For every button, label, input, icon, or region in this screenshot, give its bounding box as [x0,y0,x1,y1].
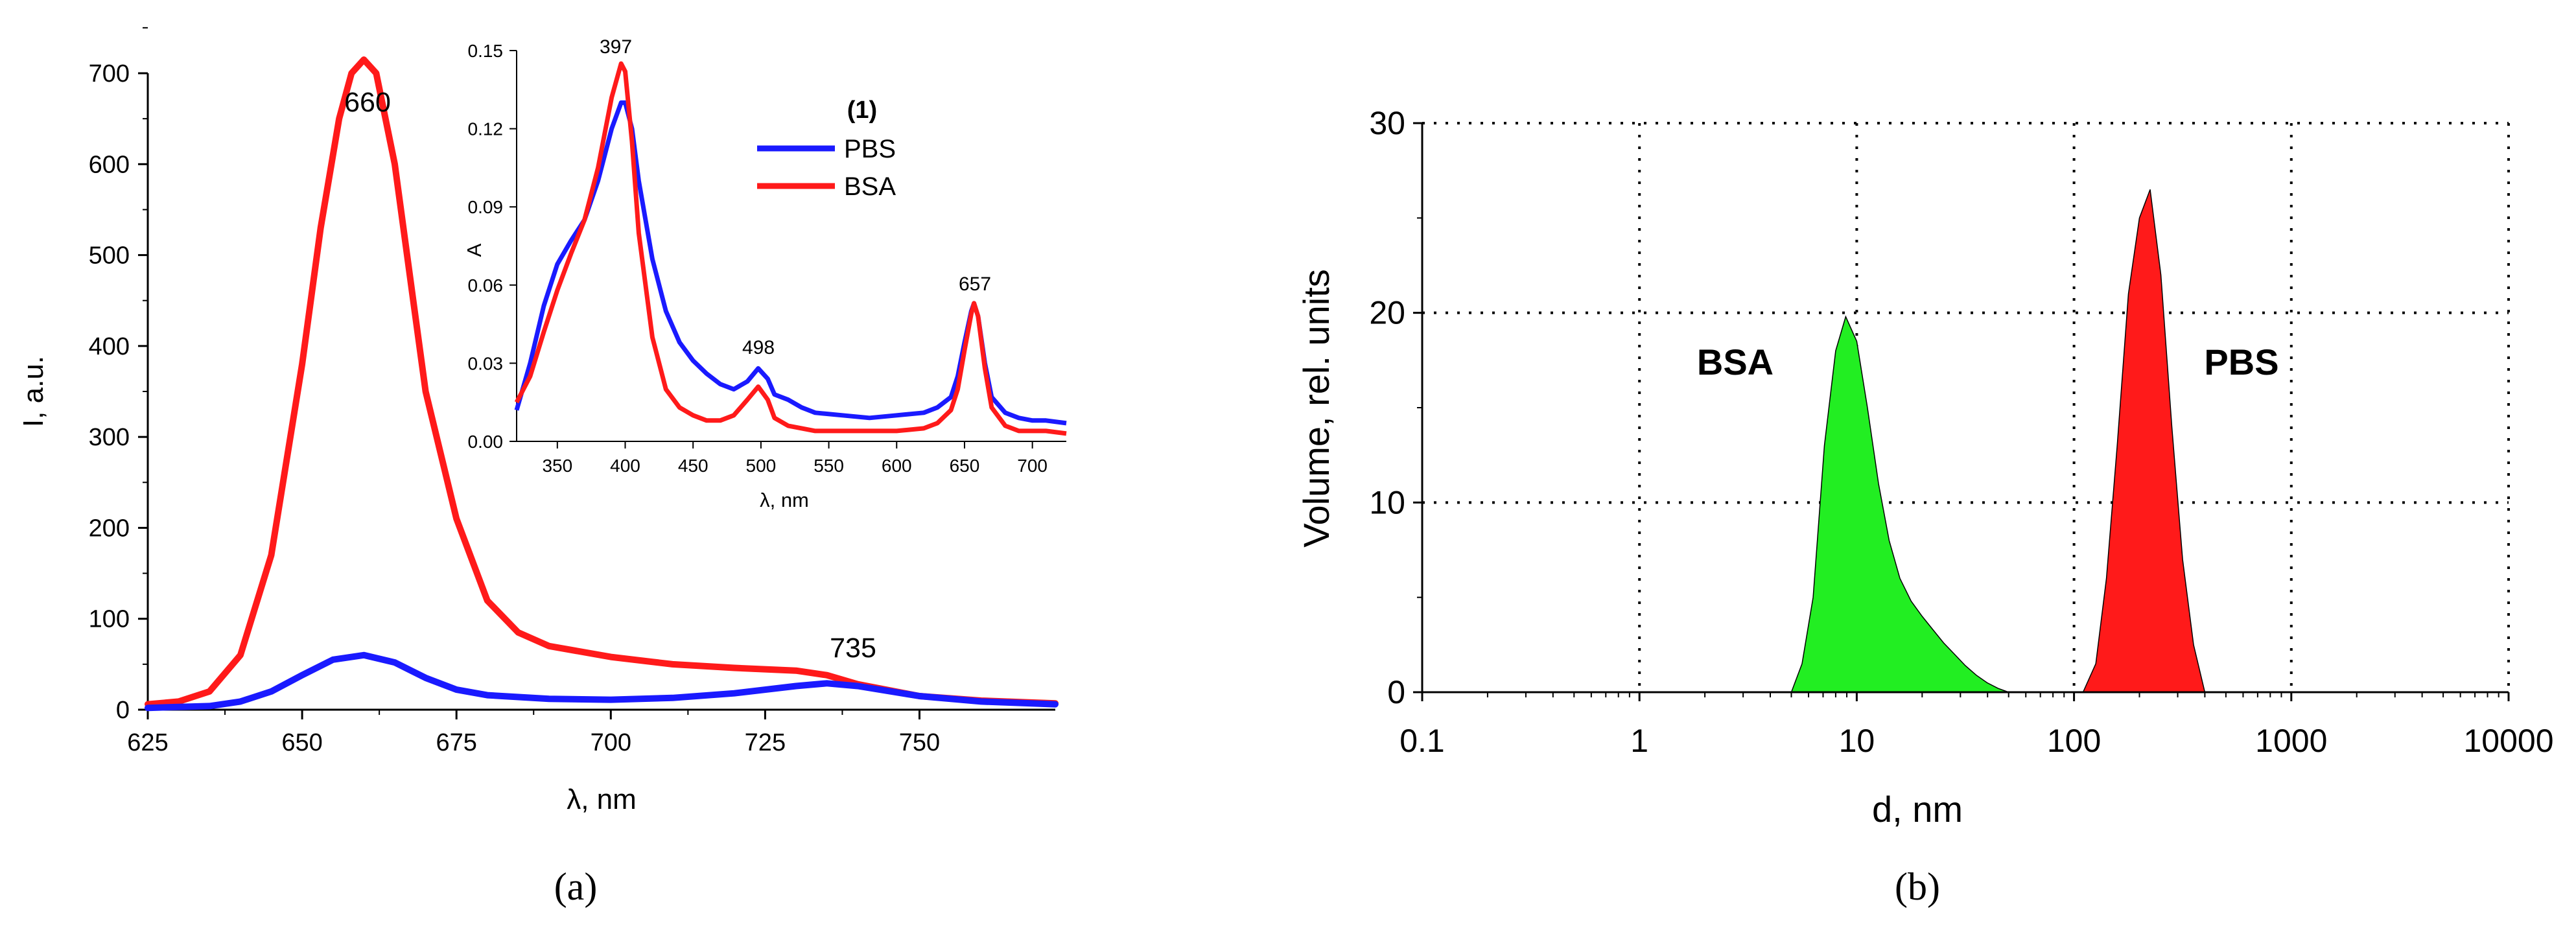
chart-b-annotation-pbs: PBS [2204,342,2278,382]
chart-a-main: 625 650 675 700 725 750 0 100 200 300 400 500 600 70… [18,27,1059,815]
y-tick-label: 300 [89,424,130,451]
inset-x-tick-label: 600 [882,456,912,476]
caption-b: (b) [1895,865,1940,908]
y-tick-label: 400 [89,333,130,360]
chart-b-annotation-bsa: BSA [1697,342,1774,382]
chart-b-x-label: d, nm [1872,789,1963,830]
x-tick-label: 750 [899,729,940,756]
chart-a-inset-annotation-498: 498 [742,337,775,358]
chart-a-inset-x-ticks: 350 400 450 500 550 600 650 700 [542,441,1048,476]
y-tick-label: 600 [89,151,130,178]
y-tick-label: 200 [89,515,130,542]
x-tick-label: 650 [281,729,322,756]
chart-a-inset-series [514,61,1067,436]
chart-a-inset-y-label: A [463,243,486,257]
x-tick-label: 1000 [2255,723,2327,759]
x-tick-label: 700 [591,729,631,756]
chart-a-inset-y-ticks: 0.00 0.03 0.06 0.09 0.12 0.15 [468,41,517,452]
chart-b-series [1790,189,2206,693]
y-tick-label: 20 [1369,295,1405,331]
x-tick-label: 10 [1839,723,1875,759]
chart-a-inset-annotation-397: 397 [600,36,632,58]
inset-series-line-bsa [514,61,1067,436]
chart-a-annotation-660: 660 [344,87,391,118]
inset-y-tick-label: 0.06 [468,275,504,296]
y-tick-label: 0 [1387,674,1405,710]
y-tick-label: 0 [116,697,130,724]
chart-a-x-ticks: 625 650 675 700 725 750 [127,710,940,756]
chart-a-series [145,56,1059,712]
inset-x-tick-label: 450 [678,456,708,476]
series-line-pbs [145,651,1059,712]
chart-a-annotation-735: 735 [830,633,876,664]
inset-y-tick-label: 0.15 [468,41,504,61]
chart-b-x-ticks: 0.1 1 10 100 1000 10000 [1399,692,2554,759]
inset-x-tick-label: 500 [746,456,777,476]
series-area-pbs [2082,189,2206,693]
x-tick-label: 10000 [2463,723,2553,759]
y-tick-label: 30 [1369,105,1405,141]
legend-title: (1) [847,97,877,124]
inset-y-tick-label: 0.09 [468,197,504,217]
chart-b: 0.1 1 10 100 1000 10000 0 10 20 30 BSA PBS d, nm… [1296,105,2554,830]
inset-x-tick-label: 650 [950,456,980,476]
chart-a-inset-legend: (1) PBS BSA [757,97,896,201]
inset-y-tick-label: 0.03 [468,353,504,373]
chart-a-inset-x-label: λ, nm [760,489,809,511]
x-tick-label: 625 [127,729,168,756]
x-tick-label: 675 [436,729,476,756]
chart-a-y-ticks: 0 100 200 300 400 500 600 700 [89,27,148,724]
x-tick-label: 1 [1630,723,1648,759]
chart-a-y-label: I, a.u. [18,356,49,427]
caption-a: (a) [554,865,598,908]
inset-x-tick-label: 400 [610,456,640,476]
x-tick-label: 100 [2047,723,2101,759]
chart-b-grid [1422,122,2510,692]
series-area-bsa [1790,315,2009,693]
series-line-bsa [145,56,1059,708]
inset-y-tick-label: 0.00 [468,432,504,452]
chart-a-x-label: λ, nm [567,784,637,815]
x-tick-label: 0.1 [1399,723,1445,759]
chart-a-inset-annotation-657: 657 [959,274,991,295]
legend-label-bsa: BSA [844,172,896,201]
inset-x-tick-label: 550 [814,456,844,476]
inset-x-tick-label: 700 [1017,456,1048,476]
y-tick-label: 700 [89,60,130,87]
chart-b-y-ticks: 0 10 20 30 [1369,105,1422,710]
legend-label-pbs: PBS [844,135,896,163]
y-tick-label: 500 [89,242,130,270]
y-tick-label: 100 [89,606,130,633]
inset-y-tick-label: 0.12 [468,119,504,139]
inset-x-tick-label: 350 [542,456,572,476]
chart-a-inset-background [517,51,1066,441]
chart-b-y-label: Volume, rel. units [1296,269,1337,548]
chart-a-inset: 350 400 450 500 550 600 650 700 0.000.030.060.0… [463,36,1067,511]
y-tick-label: 10 [1369,484,1405,520]
x-tick-label: 725 [745,729,786,756]
